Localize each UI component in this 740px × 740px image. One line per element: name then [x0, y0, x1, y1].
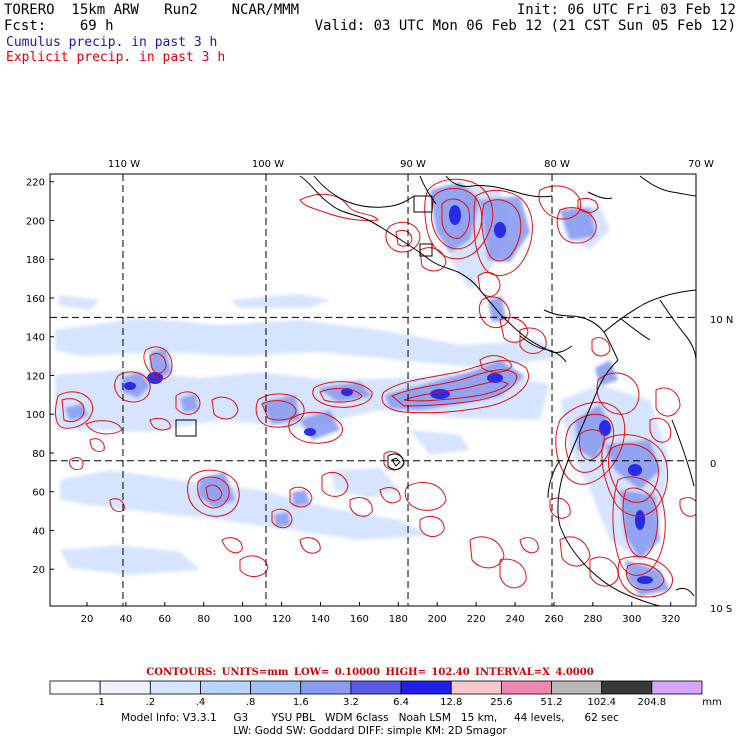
x-tick-label: 20: [81, 614, 94, 625]
explicit-precip-contours: [55, 178, 696, 598]
x-tick-label: 60: [158, 614, 171, 625]
heavy-precip-cores: [124, 205, 653, 584]
colorbar-level-label: 12.8: [440, 697, 462, 708]
map-frame: [49, 173, 697, 607]
x-tick-label: 200: [428, 614, 447, 625]
model-title: TORERO 15km ARW Run2 NCAR/MMM: [4, 2, 300, 18]
x-tick-label: 180: [389, 614, 408, 625]
colorbar-swatch: [149, 680, 201, 695]
colorbar-level-label: 204.8: [638, 697, 667, 708]
contour-info: CONTOURS: UNITS=mm LOW= 0.10000 HIGH= 10…: [146, 667, 594, 678]
y-tick-label: 80: [32, 449, 45, 460]
y-tick-label: 140: [26, 333, 45, 344]
colorbar-swatch: [450, 680, 502, 695]
x-tick-label: 160: [350, 614, 369, 625]
colorbar-swatch: [300, 680, 352, 695]
colorbar-level-label: .8: [246, 697, 256, 708]
x-tick-label: 120: [272, 614, 291, 625]
y-axis-ticks: 20 40 60 80 100 120 140 160 180 200 220: [26, 178, 54, 576]
lat-label-10n: 10 N: [710, 315, 733, 326]
longitude-labels: 110 W 100 W 90 W 80 W 70 W: [108, 159, 714, 170]
coastlines: [175, 175, 696, 606]
lat-lon-grid: [50, 174, 696, 606]
colorbar-level-label: 6.4: [393, 697, 409, 708]
colorbar-swatch: [651, 680, 703, 695]
colorbar-swatch: [350, 680, 402, 695]
colorbar-level-label: 1.6: [293, 697, 309, 708]
colorbar: .1 .2 .4 .8 1.6 3.2 6.4 12.8 25.6 51.2 102.4 204.8: [49, 680, 703, 708]
init-time: Init: 06 UTC Fri 03 Feb 12: [516, 2, 736, 18]
x-tick-label: 240: [505, 614, 524, 625]
colorbar-level-label: 102.4: [587, 697, 616, 708]
y-tick-label: 60: [32, 488, 45, 499]
explicit-precip-label: Explicit precip. in past 3 h: [6, 50, 226, 65]
x-tick-label: 320: [661, 614, 680, 625]
lon-label-100w: 100 W: [252, 159, 284, 170]
x-axis-ticks: 20 40 60 80 100 120 140 160 180 200 220 240 260 280 30…: [81, 602, 680, 625]
x-tick-label: 140: [311, 614, 330, 625]
colorbar-level-label: .4: [196, 697, 206, 708]
y-tick-label: 40: [32, 526, 45, 537]
x-tick-label: 280: [583, 614, 602, 625]
model-info-line2: LW: Godd SW: Goddard DIFF: simple KM: 2D…: [233, 725, 507, 737]
colorbar-swatch: [551, 680, 603, 695]
colorbar-swatch: [99, 680, 151, 695]
x-tick-label: 100: [233, 614, 252, 625]
y-tick-label: 120: [26, 371, 45, 382]
y-tick-label: 180: [26, 255, 45, 266]
colorbar-level-label: 51.2: [540, 697, 562, 708]
forecast-hour: Fcst: 69 h: [4, 18, 114, 34]
y-tick-label: 200: [26, 216, 45, 227]
colorbar-swatch: [49, 680, 101, 695]
colorbar-units: mm: [702, 697, 721, 708]
colorbar-level-label: .2: [146, 697, 156, 708]
lon-label-70w: 70 W: [688, 159, 714, 170]
x-tick-label: 260: [544, 614, 563, 625]
colorbar-level-label: .1: [95, 697, 105, 708]
colorbar-level-label: 25.6: [490, 697, 512, 708]
colorbar-swatch: [200, 680, 252, 695]
valid-time: Valid: 03 UTC Mon 06 Feb 12 (21 CST Sun …: [314, 18, 736, 34]
colorbar-swatch: [250, 680, 302, 695]
colorbar-swatch: [601, 680, 653, 695]
lon-label-110w: 110 W: [108, 159, 140, 170]
lon-label-80w: 80 W: [544, 159, 570, 170]
y-tick-label: 20: [32, 565, 45, 576]
lat-label-10s: 10 S: [710, 604, 732, 615]
y-tick-label: 220: [26, 178, 45, 189]
model-info-line1: Model Info: V3.3.1 G3 YSU PBL WDM 6class…: [121, 712, 619, 724]
colorbar-swatch: [500, 680, 552, 695]
colorbar-level-label: 3.2: [343, 697, 359, 708]
latitude-labels: 10 N 0 10 S: [710, 315, 733, 615]
y-tick-label: 100: [26, 410, 45, 421]
lon-label-90w: 90 W: [400, 159, 426, 170]
colorbar-swatch: [400, 680, 452, 695]
x-tick-label: 300: [622, 614, 641, 625]
cumulus-precip-label: Cumulus precip. in past 3 h: [6, 35, 218, 50]
x-tick-label: 220: [467, 614, 486, 625]
lat-label-0: 0: [710, 459, 716, 470]
y-tick-label: 160: [26, 294, 45, 305]
x-tick-label: 80: [197, 614, 210, 625]
x-tick-label: 40: [120, 614, 133, 625]
